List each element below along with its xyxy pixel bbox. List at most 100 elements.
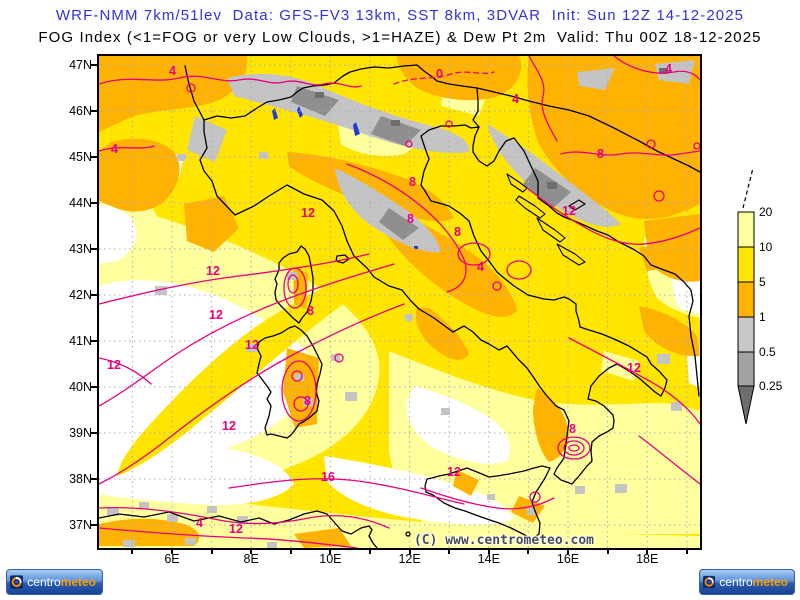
map-frame: 4 4 0 4 4 8 12 8 8 8 4 12 12 12 12 12 12 8 8 12 16 12 8 4 12 (C)… xyxy=(97,54,702,550)
dewpoint-contour-label: 12 xyxy=(245,338,259,352)
dewpoint-contour-label: 4 xyxy=(169,64,176,78)
dewpoint-contour-label: 8 xyxy=(409,175,416,189)
x-axis-label: 10E xyxy=(319,552,342,566)
logo-wordmark: centrometeo xyxy=(27,575,96,589)
legend-colorbar: 20 10 5 1 0.5 0.25 xyxy=(737,167,783,425)
dewpoint-contour-label: 12 xyxy=(627,361,641,375)
y-axis-label: 45N xyxy=(69,150,92,164)
corsica-coastline xyxy=(274,245,314,324)
elba-island xyxy=(335,254,350,264)
sardinia-coastline xyxy=(256,325,323,439)
dewpoint-contour-label: 4 xyxy=(111,142,118,156)
sicily-coastline xyxy=(424,465,551,540)
y-axis-tick xyxy=(91,156,97,158)
dewpoint-contour-label: 8 xyxy=(454,225,461,239)
x-axis-tick xyxy=(448,549,451,554)
dewpoint-contour-label: 16 xyxy=(321,470,335,484)
legend-open-top-dash xyxy=(742,167,754,209)
italy-coastline xyxy=(234,124,668,485)
legend-band xyxy=(737,351,755,387)
y-axis-label: 40N xyxy=(69,380,92,394)
y-axis-label: 37N xyxy=(69,518,92,532)
legend-below-arrow xyxy=(737,385,755,425)
centrometeo-ring-icon xyxy=(10,575,24,589)
dewpoint-contour-label: 8 xyxy=(597,147,604,161)
y-axis-label: 39N xyxy=(69,426,92,440)
y-axis-label: 47N xyxy=(69,58,92,72)
dewpoint-contour-label: 8 xyxy=(307,304,314,318)
dewpoint-contour-label: 12 xyxy=(301,206,315,220)
dewpoint-contour-label: 12 xyxy=(209,308,223,322)
croatian-islands xyxy=(506,173,586,266)
haze-yellow-tongue xyxy=(117,266,374,476)
y-axis-tick xyxy=(91,110,97,112)
dewpoint-contour-label: 8 xyxy=(569,422,576,436)
pantelleria-island xyxy=(405,531,411,537)
y-axis-tick xyxy=(91,340,97,342)
y-axis-label: 38N xyxy=(69,472,92,486)
y-axis-tick xyxy=(91,386,97,388)
dewpoint-contour-label: 8 xyxy=(304,394,311,408)
x-axis-label: 14E xyxy=(477,552,500,566)
centrometeo-logo-left[interactable]: centrometeo xyxy=(6,569,103,595)
x-axis-tick xyxy=(369,549,371,554)
y-axis-tick xyxy=(91,524,97,526)
legend-band xyxy=(737,316,755,353)
dewpoint-contour-label: 4 xyxy=(477,260,484,274)
fog-darkgray-cores xyxy=(291,86,571,240)
dewpoint-contour-label: 12 xyxy=(107,358,121,372)
dewpoint-contour-label: 4 xyxy=(196,516,203,530)
fog-darkest-specks xyxy=(315,68,668,189)
x-axis-tick xyxy=(289,549,292,554)
x-axis-tick xyxy=(131,549,134,554)
y-axis-tick xyxy=(91,202,97,204)
y-axis-tick xyxy=(91,432,97,434)
y-axis-tick xyxy=(91,294,97,296)
legend-band xyxy=(737,281,755,318)
y-axis-tick xyxy=(91,248,97,250)
dewpoint-contour-label: 12 xyxy=(229,522,243,536)
y-axis-label: 42N xyxy=(69,288,92,302)
legend-tick-label: 1 xyxy=(759,310,766,324)
model-title: WRF-NMM 7km/51lev Data: GFS-FV3 13km, SS… xyxy=(55,7,745,24)
x-axis-tick xyxy=(210,549,213,554)
x-axis-tick xyxy=(567,549,569,554)
east-border xyxy=(476,87,700,173)
legend-tick-label: 0.5 xyxy=(759,345,776,359)
x-axis-label: 12E xyxy=(398,552,421,566)
watermark: (C) www.centrometeo.com xyxy=(413,533,594,548)
forecast-map: 4 4 0 4 4 8 12 8 8 8 4 12 12 12 12 12 12 8 8 12 16 12 8 4 12 xyxy=(99,56,700,548)
dewpoint-contour-label: 0 xyxy=(436,67,443,81)
x-axis-label: 16E xyxy=(556,552,580,566)
legend-tick-label: 10 xyxy=(759,240,773,254)
x-axis-tick xyxy=(250,549,253,554)
x-axis-label: 18E xyxy=(636,552,659,566)
x-axis-tick xyxy=(527,549,530,554)
legend-band xyxy=(737,246,755,283)
dewpoint-contours xyxy=(99,56,700,548)
balkan-coastline xyxy=(513,137,700,397)
legend-band xyxy=(737,211,755,248)
dewpoint-contour-label: 12 xyxy=(206,264,220,278)
graticule-grid xyxy=(99,56,700,548)
contour-value-labels: 4 4 0 4 4 8 12 8 8 8 4 12 12 12 12 12 12 8 8 12 16 12 8 4 12 xyxy=(107,62,672,536)
x-axis-tick xyxy=(408,549,411,554)
x-axis-tick xyxy=(646,549,649,554)
centrometeo-ring-icon xyxy=(703,575,716,589)
x-axis-tick xyxy=(171,549,173,554)
x-axis-tick xyxy=(487,549,490,554)
legend-tick-label: 0.25 xyxy=(759,379,783,393)
x-axis-tick xyxy=(329,549,332,554)
alpine-lakes xyxy=(272,106,418,249)
y-axis-label: 44N xyxy=(69,196,92,210)
dewpoint-contour-label: 8 xyxy=(407,212,414,226)
y-axis-tick xyxy=(91,64,97,66)
y-axis-label: 43N xyxy=(69,242,92,256)
y-axis-tick xyxy=(91,478,97,480)
logo-wordmark: centrometeo xyxy=(719,575,788,589)
x-axis-label: 6E xyxy=(164,552,180,566)
alps-border xyxy=(199,64,480,216)
coastlines-borders xyxy=(99,64,700,548)
centrometeo-logo-right[interactable]: centrometeo xyxy=(699,569,795,595)
